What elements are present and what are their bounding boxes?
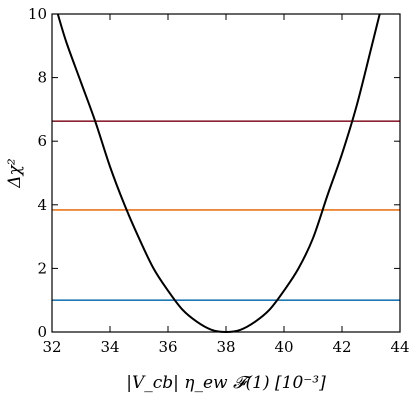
chi-square-curve bbox=[56, 13, 381, 334]
x-tick-label: 36 bbox=[158, 338, 177, 356]
y-tick-label: 6 bbox=[37, 132, 47, 150]
y-tick-label: 8 bbox=[37, 69, 47, 87]
threshold-lines bbox=[52, 120, 400, 302]
x-tick-label: 32 bbox=[42, 338, 61, 356]
x-tick-label: 44 bbox=[390, 338, 409, 356]
axis-ticks: 32 34 36 38 40 42 44 0 2 4 6 8 10 bbox=[28, 5, 410, 356]
x-tick-label: 34 bbox=[100, 338, 119, 356]
y-axis-label: Δχ² bbox=[5, 158, 25, 189]
plot-frame bbox=[51, 13, 401, 333]
x-tick-label: 40 bbox=[274, 338, 293, 356]
x-tick-label: 42 bbox=[332, 338, 351, 356]
x-tick-label: 38 bbox=[216, 338, 235, 356]
y-tick-label: 10 bbox=[28, 5, 47, 23]
y-tick-label: 0 bbox=[37, 323, 47, 341]
x-axis-label: |V_cb| η_ew 𝓕(1) [10⁻³] bbox=[126, 373, 326, 393]
y-tick-label: 2 bbox=[37, 259, 47, 277]
y-tick-label: 4 bbox=[37, 196, 47, 214]
